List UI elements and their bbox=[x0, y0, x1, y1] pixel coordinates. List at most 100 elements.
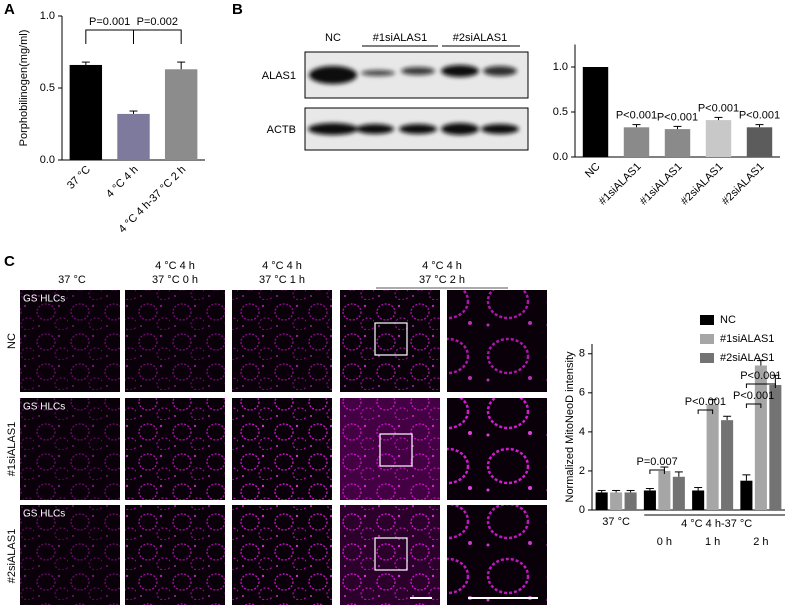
bar bbox=[595, 492, 608, 510]
bar bbox=[610, 492, 623, 510]
annotation: P<0.001 bbox=[685, 396, 726, 408]
annotation: P=0.007 bbox=[636, 456, 677, 468]
row-label: NC bbox=[6, 333, 18, 349]
comparison-bracket bbox=[85, 29, 134, 44]
y-tick-label: 0 bbox=[579, 504, 585, 516]
bar bbox=[658, 470, 671, 510]
x-tick-label: #1siALAS1 bbox=[638, 161, 685, 208]
bar bbox=[769, 385, 782, 510]
x-tick-label: NC bbox=[583, 161, 603, 181]
panel-label: A bbox=[4, 1, 15, 18]
column-header: 37 °C 0 h bbox=[152, 274, 198, 286]
x-tick-label: 37 °C bbox=[65, 164, 93, 192]
micrograph-signal bbox=[125, 505, 225, 605]
y-tick-label: 6 bbox=[579, 387, 585, 399]
panel-label: C bbox=[4, 253, 15, 270]
annotation: P<0.001 bbox=[740, 370, 781, 382]
column-header: 4 °C 4 h bbox=[262, 260, 302, 272]
annotation: P=0.001 bbox=[89, 16, 130, 28]
bar bbox=[664, 129, 691, 157]
bar bbox=[164, 69, 198, 160]
row-label: #1siALAS1 bbox=[6, 422, 18, 476]
column-header: 37 °C 1 h bbox=[259, 274, 305, 286]
comparison-bracket bbox=[133, 29, 182, 44]
legend-swatch bbox=[700, 353, 714, 363]
column-header: 37 °C bbox=[58, 274, 86, 286]
bar bbox=[740, 480, 753, 510]
legend-label: #1siALAS1 bbox=[720, 333, 774, 345]
y-tick-label: 0.5 bbox=[553, 106, 568, 118]
micrograph-glow bbox=[340, 505, 440, 605]
bar bbox=[117, 113, 150, 160]
bar bbox=[746, 127, 773, 157]
bar bbox=[624, 492, 637, 510]
bar bbox=[692, 490, 705, 510]
group-label: 4 °C 4 h-37 °C bbox=[681, 518, 752, 530]
legend-swatch bbox=[700, 334, 714, 344]
annotation: P=0.002 bbox=[137, 16, 178, 28]
legend-label: NC bbox=[720, 314, 736, 326]
micrograph-signal bbox=[340, 505, 440, 605]
y-tick-label: 0.0 bbox=[553, 151, 568, 163]
annotation: P<0.001 bbox=[698, 102, 739, 114]
comparison-bracket bbox=[649, 469, 665, 474]
bar bbox=[623, 127, 650, 157]
annotation: P<0.001 bbox=[657, 111, 698, 123]
y-axis-label: Normalized MitoNeoD intensity bbox=[564, 351, 576, 502]
cell-label: GS HLCs bbox=[23, 294, 65, 305]
panel-label: B bbox=[232, 1, 243, 18]
micrograph-signal bbox=[232, 398, 332, 500]
x-tick-label: #1siALAS1 bbox=[597, 161, 644, 208]
micrographs: 37 °C 4 °C 4 h 37 °C 0 h 4 °C 4 h 37 °C … bbox=[6, 260, 547, 605]
x-tick-label: 1 h bbox=[705, 536, 720, 548]
micrograph-signal bbox=[447, 505, 547, 605]
lane-label: #1siALAS1 bbox=[373, 32, 427, 44]
micrograph-signal bbox=[20, 290, 120, 392]
micrograph-signal bbox=[340, 398, 440, 500]
comparison-bracket bbox=[745, 403, 762, 408]
blot: NC #1siALAS1 #2siALAS1 ALAS1 ACTB bbox=[262, 32, 529, 151]
comparison-bracket bbox=[745, 383, 776, 388]
x-tick-label: 2 h bbox=[753, 536, 768, 548]
column-header: 37 °C 2 h bbox=[419, 274, 465, 286]
micrograph-signal bbox=[20, 398, 120, 500]
zoom-box bbox=[374, 537, 408, 571]
legend-swatch bbox=[700, 315, 714, 325]
micrograph-glow bbox=[340, 398, 440, 500]
lane-label: #2siALAS1 bbox=[453, 32, 507, 44]
bar bbox=[705, 120, 732, 157]
bar bbox=[643, 490, 656, 510]
y-tick-label: 0.0 bbox=[40, 154, 55, 166]
legend-label: #2siALAS1 bbox=[720, 352, 774, 364]
zoom-box bbox=[379, 433, 413, 467]
y-tick-label: 2 bbox=[579, 465, 585, 477]
column-header: 4 °C 4 h bbox=[155, 260, 195, 272]
micrograph-signal bbox=[125, 290, 225, 392]
bar bbox=[754, 365, 767, 510]
annotation: P<0.001 bbox=[616, 110, 657, 122]
annotation: P<0.001 bbox=[739, 110, 780, 122]
y-axis-label: Porphobilinogen(mg/ml) bbox=[18, 30, 30, 147]
micrograph-signal bbox=[447, 398, 547, 500]
y-tick-label: 4 bbox=[579, 426, 585, 438]
x-tick-label: #2siALAS1 bbox=[679, 161, 726, 208]
lane-label: NC bbox=[325, 32, 341, 44]
bar bbox=[582, 67, 609, 157]
zoom-box bbox=[374, 322, 408, 356]
x-tick-label: 0 h bbox=[657, 536, 672, 548]
bar bbox=[672, 476, 685, 510]
row-label: ACTB bbox=[267, 124, 296, 136]
bar bbox=[721, 420, 734, 510]
micrograph-signal bbox=[20, 505, 120, 605]
y-tick-label: 1.0 bbox=[553, 61, 568, 73]
cell-label: GS HLCs bbox=[23, 509, 65, 520]
column-header: 4 °C 4 h bbox=[422, 260, 462, 272]
y-tick-label: 1.0 bbox=[40, 10, 55, 22]
cell-label: GS HLCs bbox=[23, 402, 65, 413]
x-tick-label: 37 °C bbox=[602, 516, 630, 528]
micrograph-signal bbox=[340, 290, 440, 392]
micrograph-signal bbox=[232, 505, 332, 605]
x-tick-label: 4 °C 4 h bbox=[104, 164, 141, 201]
micrograph-signal bbox=[447, 290, 547, 392]
